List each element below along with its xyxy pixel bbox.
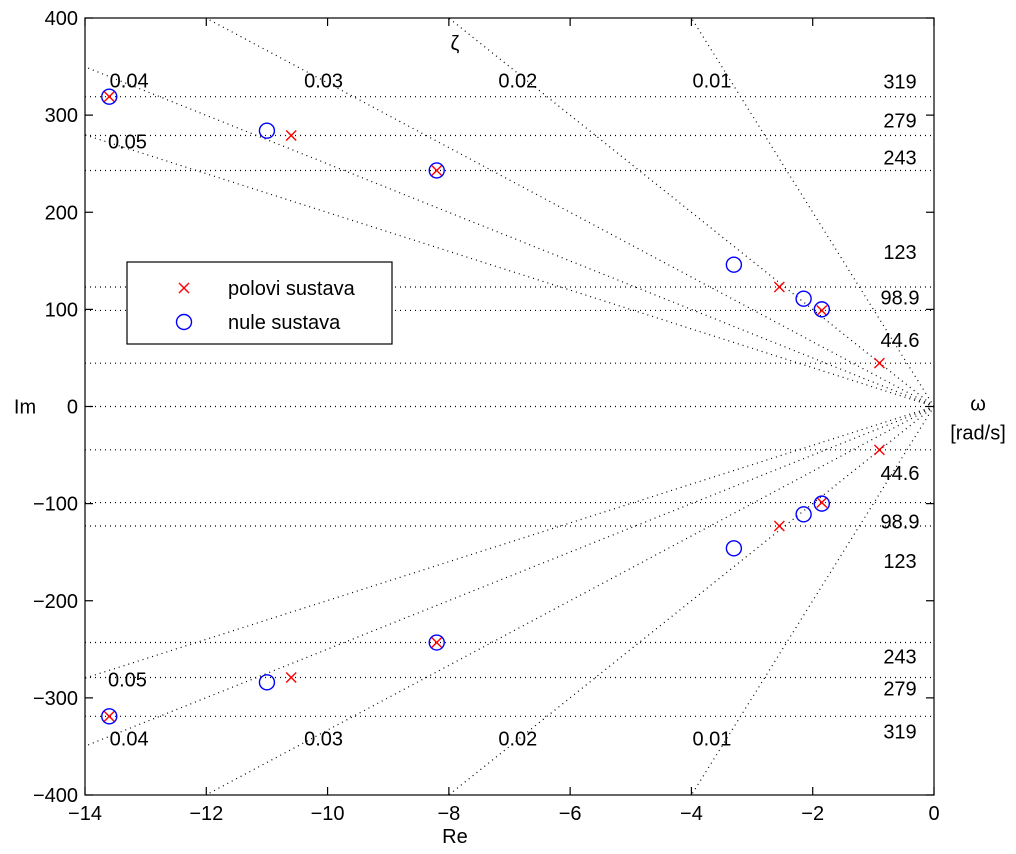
damping-grid-label: 0.02: [498, 71, 537, 93]
zero-marker: [795, 290, 812, 307]
pole-marker: [431, 164, 443, 176]
y-tick-label: −200: [33, 591, 78, 613]
pole-stroke: [285, 130, 297, 142]
frequency-grid-label: 44.6: [881, 330, 920, 352]
y-tick-label: −300: [33, 688, 78, 710]
legend-entry-label: nule sustava: [228, 312, 341, 334]
zero-marker: [813, 301, 831, 318]
frequency-grid-label: 98.9: [881, 512, 920, 534]
grid-labels: 44.6 44.6 98.9 98.9 123 123 243 243 279 279 319 319…: [108, 71, 919, 751]
pole-stroke: [431, 164, 443, 176]
pole-marker: [773, 281, 785, 293]
pole-stroke: [285, 671, 297, 683]
zero-marker: [428, 634, 445, 651]
damping-grid-label: 0.05: [108, 669, 147, 691]
pole-marker: [285, 130, 297, 142]
pole-marker: [103, 710, 115, 722]
x-tick-label: −10: [311, 803, 345, 825]
damping-grid-label: 0.04: [110, 728, 149, 750]
damping-grid-label: 0.02: [498, 728, 537, 750]
x-axis-label: Re: [442, 826, 468, 848]
omega-unit: [rad/s]: [950, 423, 1006, 445]
pole-stroke: [103, 710, 115, 722]
x-tick-label: −4: [680, 803, 703, 825]
zero-marker: [258, 122, 276, 139]
damping-grid-label: 0.04: [110, 71, 149, 93]
pole-marker: [431, 637, 443, 649]
axis-ticks: −14 −12 −10 −8 −6 −4 −2 0 −400 −300 −200 −100 0 100 20…: [33, 8, 940, 825]
pole-stroke: [816, 497, 828, 509]
frequency-grid-label: 243: [883, 647, 916, 669]
pole-marker: [816, 304, 828, 316]
pole-marker: [773, 520, 785, 532]
zero-marker: [258, 674, 276, 691]
frequency-grid-label: 279: [883, 678, 916, 700]
pole-marker: [816, 497, 828, 509]
pole-stroke: [103, 91, 115, 103]
zero-marker: [428, 162, 445, 179]
zero-marker: [101, 88, 118, 105]
legend-box: [126, 261, 393, 345]
pole-stroke: [873, 357, 885, 369]
y-tick-label: 200: [45, 202, 78, 224]
frequency-grid-label: 123: [883, 242, 916, 264]
pole-stroke: [178, 282, 190, 294]
omega-symbol: ω: [970, 394, 986, 416]
frequency-grid-label: 319: [883, 721, 916, 743]
y-tick-label: −400: [33, 785, 78, 807]
x-tick-label: 0: [928, 803, 939, 825]
pole-stroke: [773, 281, 785, 293]
y-tick-label: 300: [45, 105, 78, 127]
legend-zero-marker: [175, 313, 193, 331]
damping-grid-label: 0.03: [304, 728, 343, 750]
x-tick-label: −6: [559, 803, 582, 825]
x-tick-label: −12: [189, 803, 223, 825]
pole-marker: [285, 671, 297, 683]
pole-marker: [873, 444, 885, 456]
damping-grid-line: [448, 18, 934, 407]
legend-pole-marker: [178, 282, 190, 294]
damping-grid-label: 0.03: [304, 71, 343, 93]
pole-stroke: [873, 444, 885, 456]
legend: polovi sustava nule sustava: [126, 261, 393, 345]
frequency-grid-label: 279: [883, 111, 916, 133]
pole-marker: [873, 357, 885, 369]
y-tick-label: 0: [67, 397, 78, 419]
zero-marker: [725, 256, 743, 273]
y-tick-label: 400: [45, 8, 78, 30]
pole-stroke: [773, 520, 785, 532]
damping-grid-line: [448, 406, 934, 795]
damping-grid-label: 0.05: [108, 132, 147, 154]
damping-grid-label: 0.01: [692, 728, 731, 750]
zero-marker: [725, 540, 743, 557]
frequency-grid-label: 98.9: [881, 287, 920, 309]
frequency-grid-label: 243: [883, 147, 916, 169]
legend-entry-label: polovi sustava: [228, 278, 356, 300]
y-axis-label: Im: [14, 397, 36, 419]
x-tick-label: −2: [801, 803, 824, 825]
frequency-grid-label: 319: [883, 72, 916, 94]
damping-grid-label: 0.01: [692, 71, 731, 93]
zeta-symbol: ζ: [451, 33, 460, 55]
pole-marker: [103, 91, 115, 103]
grid-layer: [85, 18, 934, 795]
pole-stroke: [431, 637, 443, 649]
x-tick-label: −14: [68, 803, 102, 825]
pole-stroke: [816, 304, 828, 316]
x-tick-label: −8: [437, 803, 460, 825]
y-tick-label: −100: [33, 494, 78, 516]
y-tick-label: 100: [45, 299, 78, 321]
zero-marker: [795, 506, 812, 523]
frequency-grid-label: 44.6: [881, 463, 920, 485]
zero-marker: [101, 708, 118, 725]
data-layer: [101, 88, 885, 725]
zero-marker: [813, 495, 831, 512]
frequency-grid-label: 123: [883, 551, 916, 573]
